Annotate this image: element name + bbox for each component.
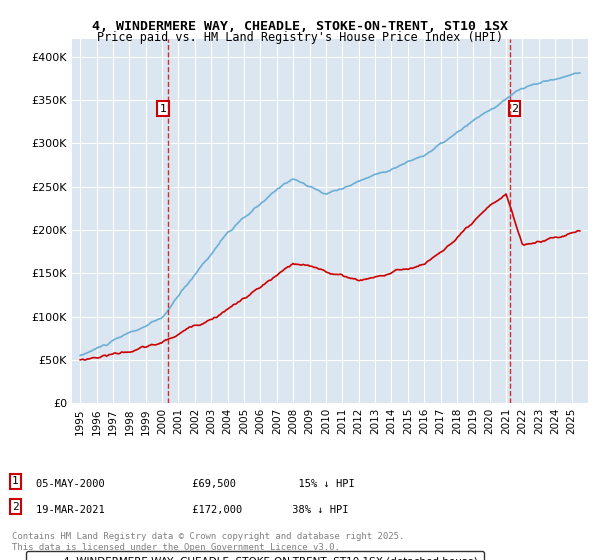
Legend: 4, WINDERMERE WAY, CHEADLE, STOKE-ON-TRENT, ST10 1SX (detached house), HPI: Aver: 4, WINDERMERE WAY, CHEADLE, STOKE-ON-TRE… bbox=[26, 550, 484, 560]
Text: Contains HM Land Registry data © Crown copyright and database right 2025.
This d: Contains HM Land Registry data © Crown c… bbox=[12, 532, 404, 552]
Text: 4, WINDERMERE WAY, CHEADLE, STOKE-ON-TRENT, ST10 1SX: 4, WINDERMERE WAY, CHEADLE, STOKE-ON-TRE… bbox=[92, 20, 508, 32]
Text: 1: 1 bbox=[12, 477, 19, 487]
Text: 05-MAY-2000              £69,500          15% ↓ HPI: 05-MAY-2000 £69,500 15% ↓ HPI bbox=[36, 479, 355, 489]
Text: 2: 2 bbox=[12, 502, 19, 512]
Text: Price paid vs. HM Land Registry's House Price Index (HPI): Price paid vs. HM Land Registry's House … bbox=[97, 31, 503, 44]
Text: 19-MAR-2021              £172,000        38% ↓ HPI: 19-MAR-2021 £172,000 38% ↓ HPI bbox=[36, 505, 349, 515]
Text: 2: 2 bbox=[511, 104, 518, 114]
Text: 1: 1 bbox=[160, 104, 166, 114]
